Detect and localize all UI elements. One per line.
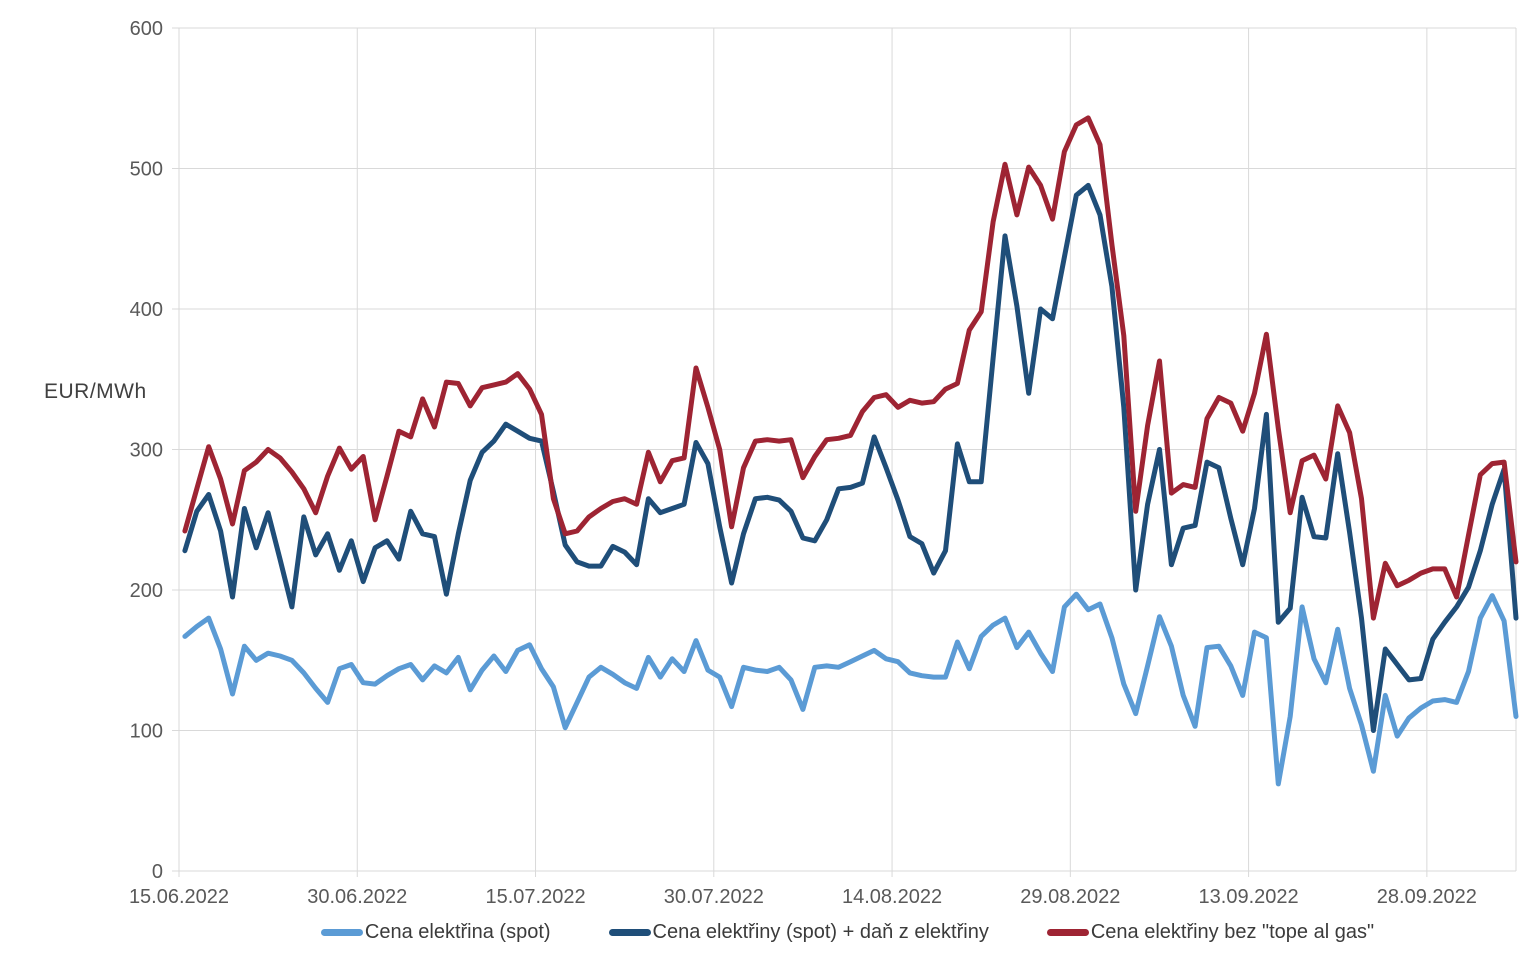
legend-label-bez-tope-al-gas: Cena elektřiny bez "tope al gas" <box>1090 921 1375 943</box>
x-tick-label: 14.08.2022 <box>842 886 942 908</box>
x-tick-label: 28.09.2022 <box>1377 886 1477 908</box>
x-tick-label: 30.07.2022 <box>664 886 764 908</box>
y-tick-label: 400 <box>130 299 163 321</box>
x-tick-label: 30.06.2022 <box>307 886 407 908</box>
y-tick-label: 100 <box>130 721 163 743</box>
y-tick-label: 200 <box>130 580 163 602</box>
legend-item-spot: Cena elektřina (spot) <box>320 921 551 944</box>
series-line-0 <box>182 591 1519 787</box>
legend-item-spot-plus-tax: Cena elektřiny (spot) + daň z elektřiny <box>608 921 989 944</box>
series-line-1 <box>182 182 1519 733</box>
x-tick-label: 29.08.2022 <box>1020 886 1120 908</box>
x-tick-label: 15.07.2022 <box>485 886 585 908</box>
legend-label-spot: Cena elektřina (spot) <box>364 921 551 943</box>
series-line-2 <box>182 115 1519 621</box>
y-axis-title: EUR/MWh <box>44 380 147 403</box>
chart-legend: Cena elektřina (spot) Cena elektřiny (sp… <box>179 921 1516 944</box>
legend-swatch-bez-tope-al-gas <box>1046 929 1089 936</box>
y-tick-label: 300 <box>130 440 163 462</box>
x-tick-label: 15.06.2022 <box>129 886 229 908</box>
legend-label-spot-plus-tax: Cena elektřiny (spot) + daň z elektřiny <box>652 921 989 943</box>
legend-item-bez-tope-al-gas: Cena elektřiny bez "tope al gas" <box>1046 921 1375 944</box>
y-tick-label: 600 <box>130 18 163 40</box>
legend-swatch-spot-plus-tax <box>608 929 651 936</box>
legend-swatch-spot <box>320 929 363 936</box>
y-tick-label: 0 <box>152 861 163 883</box>
x-tick-label: 13.09.2022 <box>1199 886 1299 908</box>
y-tick-label: 500 <box>130 159 163 181</box>
